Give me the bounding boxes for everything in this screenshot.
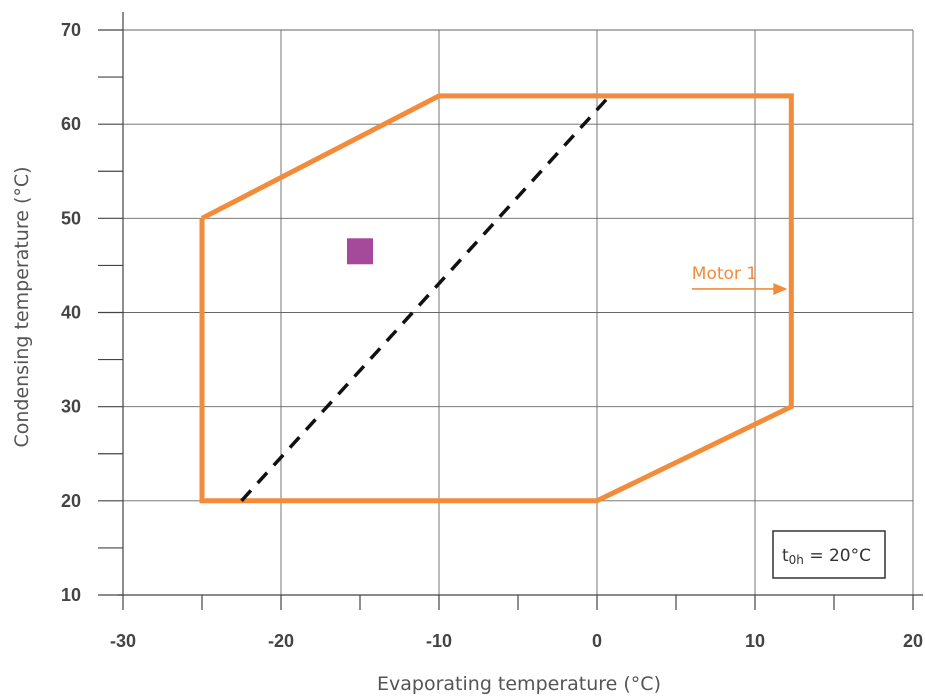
motor-label: Motor 1 (692, 264, 757, 284)
x-tick-label: 0 (592, 631, 602, 651)
y-tick-label: 40 (61, 303, 81, 323)
dashed-line (240, 94, 611, 502)
y-tick-label: 60 (61, 114, 81, 134)
y-tick-label: 70 (61, 20, 81, 40)
axes (98, 12, 923, 610)
x-tick-label: 20 (903, 631, 923, 651)
x-tick-label: -20 (268, 631, 294, 651)
condition-value: = 20°C (804, 546, 871, 566)
marker-square (347, 238, 373, 265)
y-tick-label: 20 (61, 491, 81, 511)
y-tick-label: 30 (61, 397, 81, 417)
condition-box-label: t0h = 20°C (782, 546, 871, 567)
series (199, 93, 794, 504)
x-tick-label: -30 (110, 631, 136, 651)
x-tick-label: 10 (745, 631, 765, 651)
y-tick-label: 10 (61, 585, 81, 605)
condition-subscript: 0h (789, 553, 804, 567)
motor-arrow-head (773, 282, 788, 295)
y-axis-label: Condensing temperature (°C) (11, 166, 33, 447)
grid (123, 29, 914, 595)
annotations: Motor 1 (691, 264, 788, 295)
condition-box-frame (772, 530, 886, 579)
condition-symbol: t (782, 546, 789, 566)
condition-box: t0h = 20°C (772, 530, 886, 579)
tick-labels: -30 -20 -10 0 10 20 10 20 30 40 50 60 70 (61, 20, 923, 651)
x-tick-label: -10 (426, 631, 452, 651)
x-axis-label: Evaporating temperature (°C) (377, 673, 661, 695)
y-tick-label: 50 (61, 208, 81, 228)
envelope-line (199, 93, 794, 504)
